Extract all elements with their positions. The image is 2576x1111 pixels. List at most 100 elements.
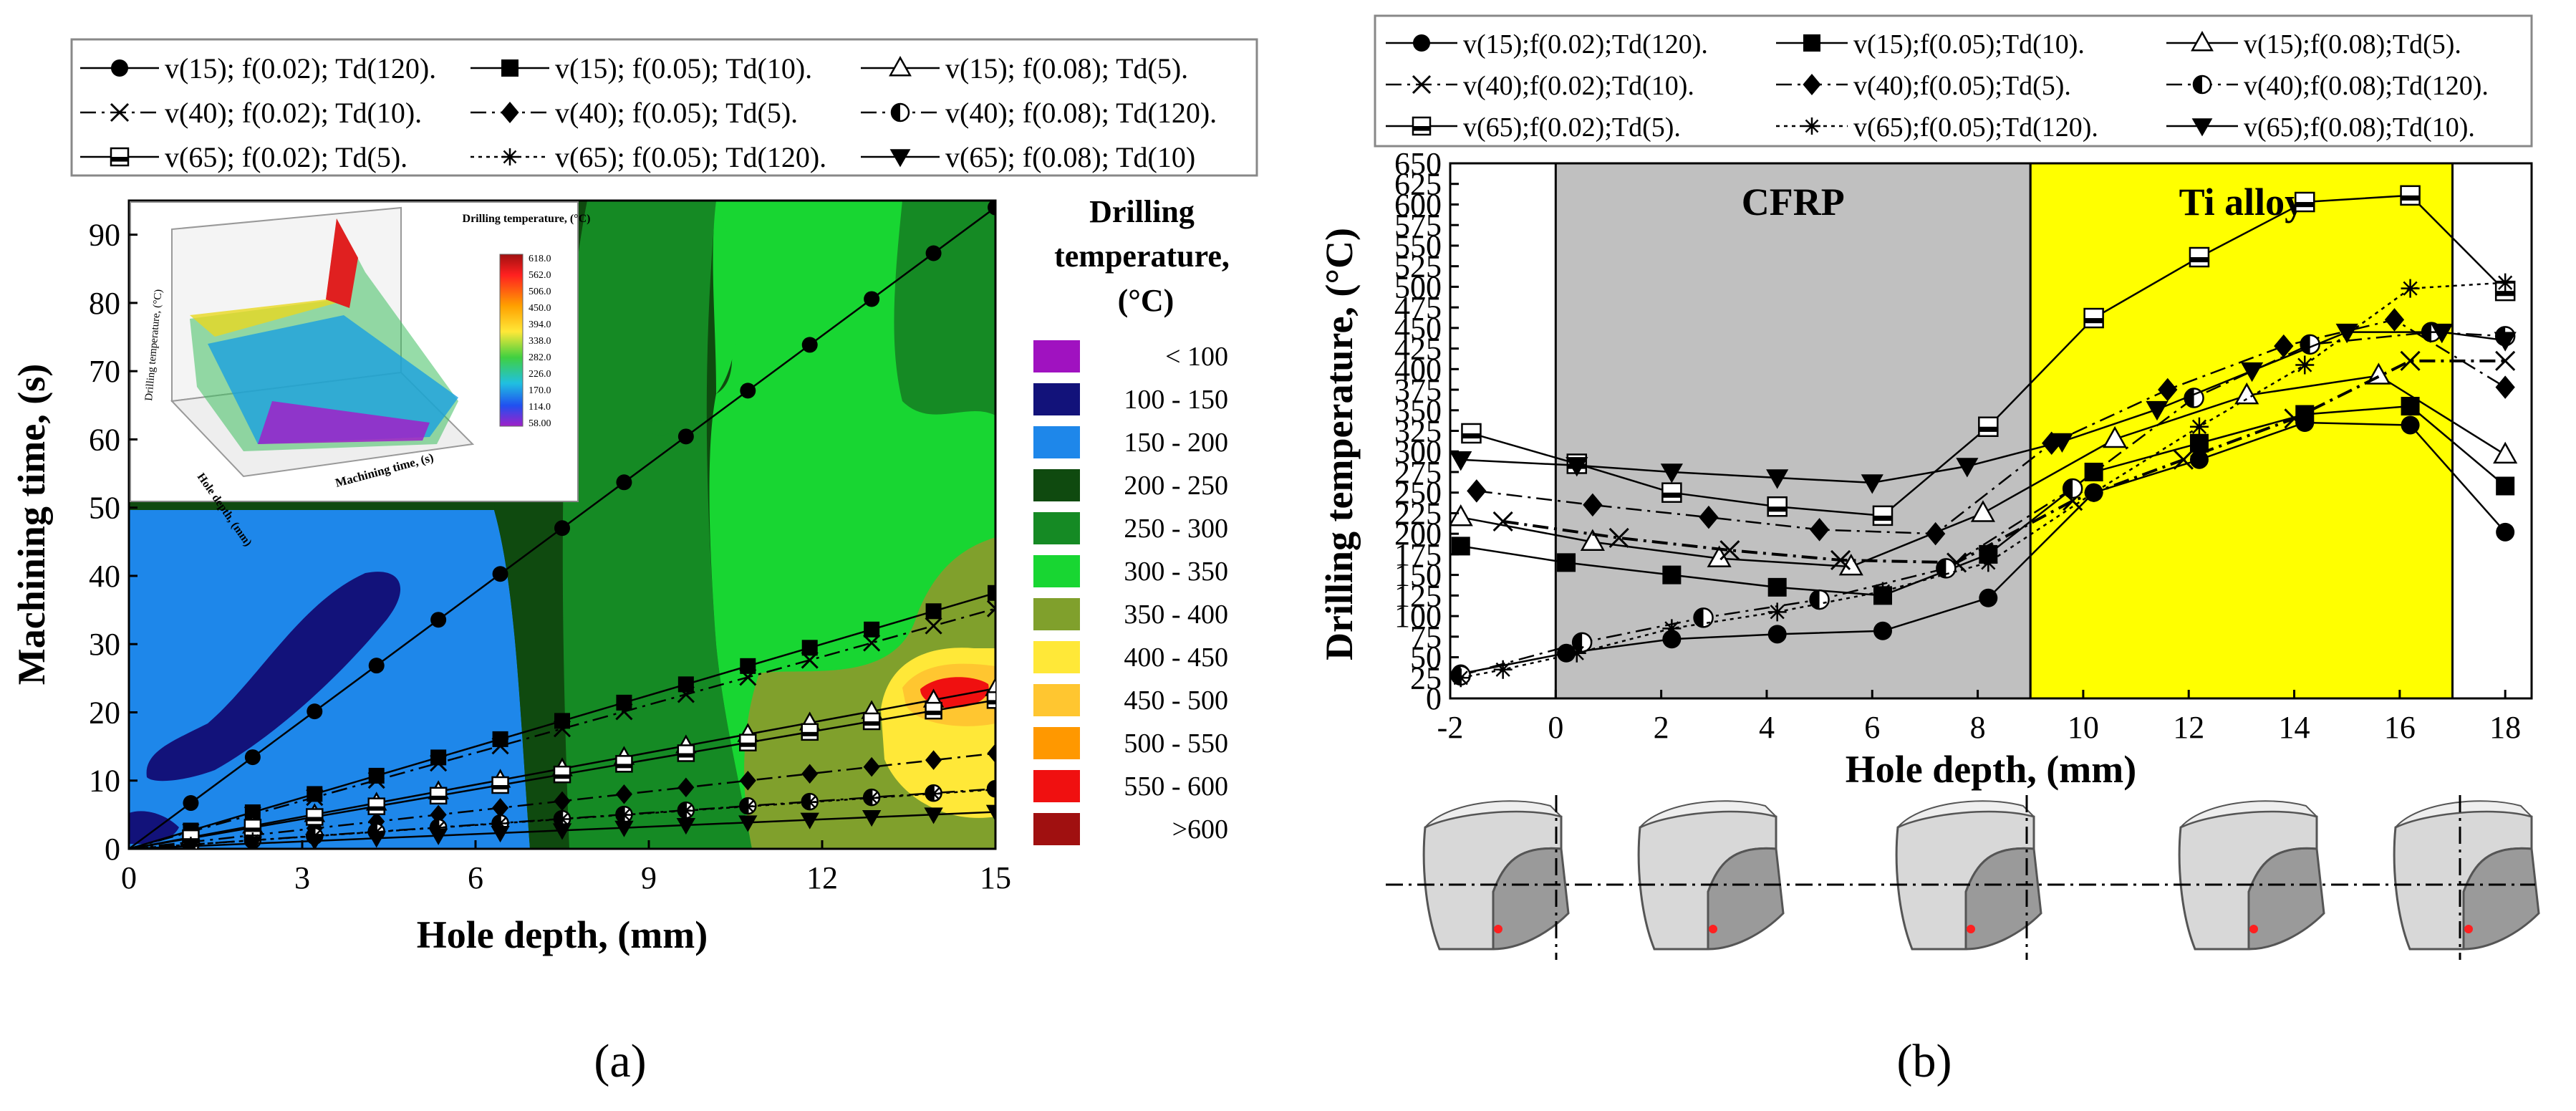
y-tick-label: 375 (1394, 372, 1442, 408)
data-point-band (2084, 318, 2103, 324)
inset-colorbar-tick: 170.0 (529, 385, 551, 396)
data-point (1451, 668, 1470, 688)
color-label: >600 (1172, 814, 1228, 845)
data-point (1580, 529, 1605, 551)
y-tick-label: 625 (1394, 167, 1442, 202)
data-point-half (1936, 559, 1947, 578)
data-point (988, 585, 995, 601)
data-point (1830, 549, 1851, 570)
inset-colorbar-tick: 618.0 (529, 254, 551, 264)
legend-label: v(40); f(0.05); Td(5). (555, 97, 798, 129)
data-point (2189, 417, 2209, 436)
y-tick-label: 550 (1394, 229, 1442, 264)
data-point-band (2496, 291, 2515, 297)
color-legend-title-line: temperature, (1054, 239, 1230, 274)
legend-label: v(15);f(0.05);Td(10). (1853, 29, 2085, 59)
x-tick-label: 8 (1970, 710, 1986, 745)
y-tick-label: 80 (89, 286, 120, 321)
region-label: Ti alloy (2179, 181, 2305, 223)
data-point-band (244, 827, 261, 832)
data-point (738, 815, 758, 832)
color-swatch (1033, 555, 1080, 587)
data-point (2496, 476, 2515, 496)
data-point (430, 612, 447, 628)
inset-colorbar-tick: 506.0 (529, 287, 551, 297)
legend-marker-band (1413, 126, 1430, 131)
data-point (739, 668, 757, 686)
tool-1 (1422, 800, 1570, 951)
data-point-band (801, 731, 818, 736)
data-point (1557, 553, 1576, 572)
inset-colorbar-tick: 58.00 (529, 418, 551, 429)
data-point (1936, 558, 1957, 579)
inset-colorbar-tick: 226.0 (529, 369, 551, 380)
data-point-band (1979, 426, 1998, 432)
legend-marker (1413, 34, 1430, 52)
data-point (1956, 458, 1979, 478)
data-point-band (2189, 257, 2209, 263)
y-tick-label: 500 (1394, 269, 1442, 304)
data-point (986, 691, 995, 709)
data-point (368, 658, 385, 674)
color-label: 150 - 200 (1124, 428, 1228, 458)
panel-a: v(15); f(0.02); Td(120). v(15); f(0.05); … (10, 38, 1258, 1087)
y-tick-label: 225 (1394, 496, 1442, 531)
data-point-band (430, 795, 447, 800)
data-point (554, 811, 570, 827)
data-point (1566, 457, 1588, 477)
legend-label: v(40); f(0.02); Td(10). (165, 97, 422, 129)
data-point-band (2295, 202, 2315, 208)
tool-face (1707, 847, 1785, 951)
y-tick-label: 25 (1410, 660, 1442, 696)
color-label: 400 - 450 (1124, 643, 1228, 673)
tool-5 (2393, 800, 2540, 951)
color-swatch (1033, 684, 1080, 716)
data-point-band (1462, 433, 1481, 439)
tool-2 (1637, 800, 1785, 951)
legend-marker (2191, 118, 2213, 137)
data-point (307, 703, 323, 720)
data-point (677, 428, 694, 445)
color-swatch (1033, 727, 1080, 759)
legend-marker-band (111, 157, 128, 162)
series-line (1476, 319, 2506, 535)
inset-colorbar-ticks: 618.0 562.0 506.0 450.0 394.0 338.0 282.0 226.0… (529, 254, 551, 429)
data-point (1767, 602, 1787, 622)
data-point (2493, 441, 2518, 464)
tool-top (1639, 800, 1777, 828)
data-point (2495, 350, 2516, 371)
data-point (1979, 588, 1998, 607)
data-point (1493, 660, 1513, 679)
y-tick-label: 450 (1394, 311, 1442, 346)
legend-b-box (1374, 14, 2533, 148)
data-point (492, 566, 508, 582)
tool-illustrations (1422, 795, 2540, 960)
data-point (615, 755, 633, 773)
y-tick-label: 50 (89, 491, 120, 526)
legend-label: v(65);f(0.05);Td(120). (1853, 112, 2098, 143)
data-point (801, 764, 819, 784)
data-point (862, 810, 882, 827)
data-point (554, 520, 570, 537)
regions-b: CFRP Ti alloy (1554, 163, 2454, 698)
y-tick-label: 275 (1394, 455, 1442, 490)
y-tick-label: 325 (1394, 414, 1442, 449)
legend-label: v(65); f(0.08); Td(10) (945, 141, 1195, 173)
thermocouple-point (1709, 925, 1717, 933)
inset-3d-plot: Drilling temperature, (°C) Machining tim… (130, 201, 590, 549)
data-point (1661, 482, 1682, 503)
data-point (987, 743, 995, 764)
legend-marker (2191, 31, 2214, 52)
color-swatch (1033, 641, 1080, 673)
x-tick-label: 0 (121, 860, 137, 895)
data-point (2050, 433, 2074, 453)
x-tick-label: 18 (2489, 710, 2521, 745)
data-point (985, 804, 995, 822)
data-point (1662, 619, 1682, 638)
data-point (2494, 332, 2517, 352)
data-point-band (864, 721, 880, 726)
data-point (1872, 505, 1894, 526)
data-point (739, 770, 756, 791)
data-point (244, 749, 261, 766)
data-point (1467, 479, 1487, 503)
